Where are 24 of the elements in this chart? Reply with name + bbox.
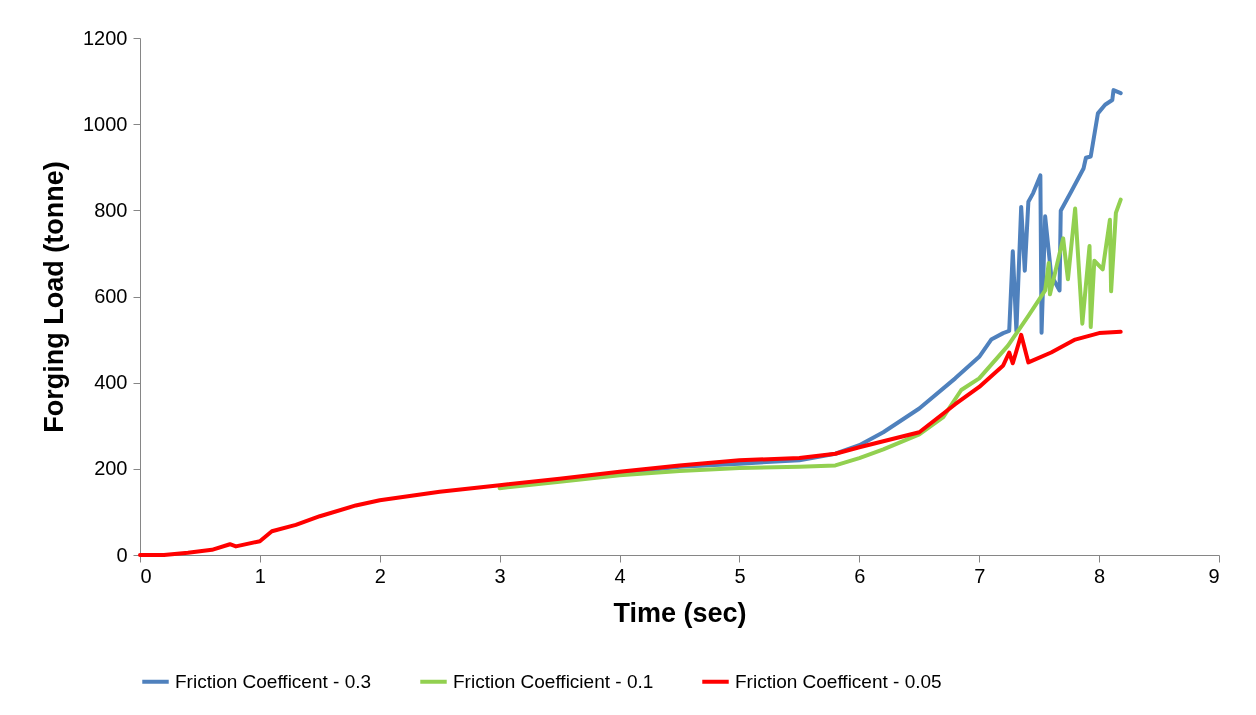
y-tick-label: 1200 xyxy=(83,26,128,49)
x-tick-label: 6 xyxy=(854,564,866,587)
x-tick-label: 4 xyxy=(614,564,626,587)
legend-label: Friction Coefficent - 0.05 xyxy=(735,670,942,692)
y-tick-label: 0 xyxy=(116,543,128,566)
y-tick-label: 600 xyxy=(94,285,128,307)
x-tick-label: 3 xyxy=(494,564,506,587)
legend-label: Friction Coefficient - 0.1 xyxy=(453,670,654,692)
y-tick-label: 400 xyxy=(94,371,128,394)
y-tick-label: 200 xyxy=(94,457,128,480)
x-tick-label: 0 xyxy=(140,564,152,587)
x-tick-label: 2 xyxy=(374,564,386,587)
x-tick-label: 8 xyxy=(1094,564,1106,587)
y-axis-title: Forging Load (tonne) xyxy=(39,161,70,433)
x-axis-title: Time (sec) xyxy=(613,597,747,628)
legend-label: Friction Coefficent - 0.3 xyxy=(175,670,372,692)
y-tick-label: 1000 xyxy=(83,112,128,135)
x-tick-label: 7 xyxy=(974,564,986,587)
x-tick-label: 9 xyxy=(1208,564,1220,587)
line-series xyxy=(497,197,1123,491)
y-tick-label: 800 xyxy=(94,198,128,221)
line-series xyxy=(138,329,1123,557)
x-tick-label: 1 xyxy=(254,564,266,587)
x-tick-label: 5 xyxy=(734,564,746,587)
